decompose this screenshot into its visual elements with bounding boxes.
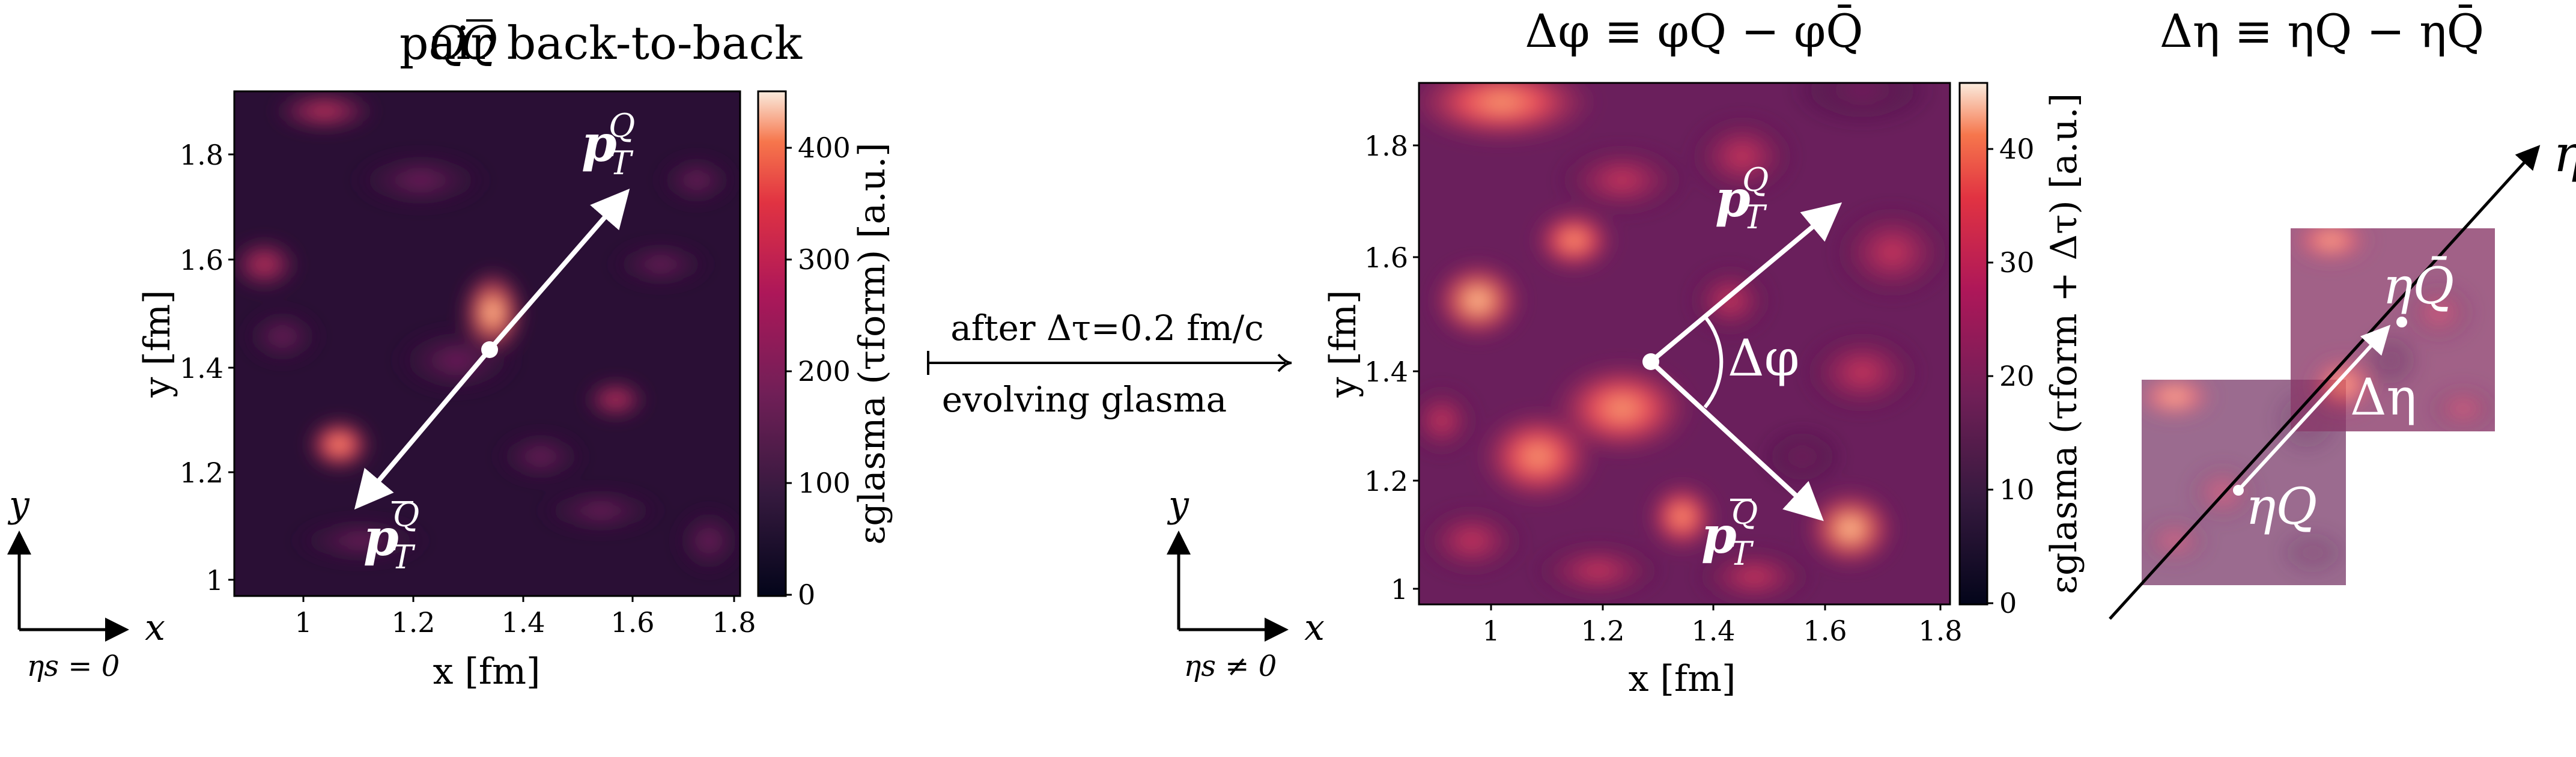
eta-label-left: ηs = 0 (27, 649, 120, 683)
colorbar-1-tick: 400 (798, 132, 851, 164)
colorbar-1-label: εglasma (τform) [a.u.] (851, 142, 893, 544)
eta-label-middle: ηs ≠ 0 (1184, 649, 1277, 683)
colorbar-1-ticks: 0 100 200 300 400 (786, 132, 851, 611)
point-lower (2233, 485, 2244, 496)
panel3-title: Δη ≡ ηQ − ηQ̄ (2160, 4, 2484, 58)
slice-upper (2291, 228, 2495, 431)
svg-text:p: p (363, 508, 399, 567)
colorbar-2-tick: 0 (1999, 587, 2017, 619)
panel2-arrow-up-label: p T Q (1715, 161, 1769, 236)
colorbar-2-tick: 10 (1999, 473, 2035, 506)
svg-text:p: p (1701, 505, 1737, 565)
svg-text:T: T (1730, 535, 1754, 573)
evolution-arrow (927, 351, 1292, 375)
axis-y-label-left: y (7, 484, 30, 526)
eta-axis (2109, 145, 2541, 620)
panel1-ytick: 1.2 (180, 457, 223, 489)
panel2-ytick: 1.2 (1364, 465, 1408, 497)
evolution-bottom-text: evolving glasma (942, 379, 1227, 420)
axis-x-label-middle: x (1304, 607, 1325, 649)
point-lower-label: ηQ (2246, 477, 2317, 536)
panel1-xticks: 1 1.2 1.4 1.6 1.8 (294, 596, 756, 639)
panel2-xtick: 1.6 (1803, 615, 1847, 647)
svg-text:Q: Q (609, 107, 635, 145)
panel2-xtick: 1.4 (1691, 615, 1735, 647)
panel2-yticks: 1 1.2 1.4 1.6 1.8 (1364, 130, 1419, 606)
panel1-xtick: 1.6 (610, 606, 654, 639)
colorbar-2-label: εglasma (τform + Δτ) [a.u.] (2043, 93, 2085, 594)
heatmap-1 (234, 91, 740, 596)
panel1-xtick: 1.2 (391, 606, 435, 639)
panel2-ytick: 1.6 (1364, 242, 1408, 274)
eta-axis-label: η (2553, 124, 2576, 183)
delta-eta-label: Δη (2350, 368, 2417, 427)
panel1-arrow-down-label: p T Q (363, 496, 419, 576)
svg-text:T: T (610, 144, 634, 182)
axes-indicator-middle: y x ηs ≠ 0 (1167, 484, 1325, 683)
heatmap-2 (1419, 83, 1950, 604)
evolution-top-text: after Δτ=0.2 fm/c (950, 308, 1264, 348)
panel1-arrow-up-label: p T Q (582, 107, 635, 182)
svg-text:p: p (1715, 169, 1751, 228)
axes-indicator-left: y x ηs = 0 (7, 484, 165, 683)
colorbar-2-tick: 40 (1999, 133, 2035, 165)
panel1-title: Q Q pair back-to-back (399, 16, 803, 70)
panel1-xtick: 1.4 (501, 606, 545, 639)
colorbar-1-tick: 0 (798, 579, 815, 611)
panel2-ytick: 1.4 (1364, 356, 1408, 388)
svg-text:p: p (582, 114, 617, 173)
panel2-xticks: 1 1.2 1.4 1.6 1.8 (1482, 604, 1963, 647)
point-upper-label: ηQ̄ (2383, 256, 2454, 315)
svg-text:Q: Q (1742, 161, 1769, 199)
colorbar-1-tick: 300 (798, 243, 851, 276)
panel1-title-text: pair back-to-back (399, 16, 803, 70)
colorbar-1-tick: 100 (798, 467, 851, 499)
delta-eta-arrow (2237, 324, 2391, 492)
panel1-xtick: 1.8 (712, 606, 756, 639)
panel1-xtick: 1 (294, 606, 312, 639)
panel1-ytick: 1 (206, 564, 223, 597)
svg-text:T: T (1743, 198, 1767, 236)
panel2-xtick: 1.8 (1918, 615, 1962, 647)
svg-text:T: T (392, 538, 416, 576)
svg-text:Q: Q (429, 16, 466, 70)
panel2-arrow-down-label: p T Q (1701, 494, 1758, 573)
axis-y-label-middle: y (1167, 484, 1189, 526)
panel2-title: Δφ ≡ φQ − φQ̄ (1525, 4, 1863, 58)
angle-label: Δφ (1728, 329, 1799, 388)
heatmap-1-frame (233, 90, 741, 597)
heatmap-2-frame (1418, 82, 1951, 606)
panel2-xtick: 1 (1482, 615, 1499, 647)
point-upper (2396, 317, 2407, 327)
panel1-yticks: 1 1.2 1.4 1.6 1.8 (180, 139, 234, 597)
panel1-ylabel: y [fm] (136, 290, 178, 398)
colorbar-2 (1958, 82, 1988, 606)
panel1-ytick: 1.6 (180, 244, 223, 276)
colorbar-1-tick: 200 (798, 355, 851, 388)
panel1-xlabel: x [fm] (433, 651, 541, 693)
panel2-ytick: 1.8 (1364, 130, 1408, 162)
colorbar-2-tick: 20 (1999, 360, 2035, 392)
svg-text:Q: Q (460, 16, 497, 70)
panel1-ytick: 1.4 (180, 352, 223, 385)
colorbar-1 (757, 90, 787, 597)
panel2-xtick: 1.2 (1581, 615, 1624, 647)
panel2-ytick: 1 (1391, 573, 1408, 606)
colorbar-2-ticks: 0 10 20 30 40 (1987, 133, 2035, 619)
panel1-ytick: 1.8 (180, 139, 223, 171)
panel2-xlabel: x [fm] (1629, 658, 1736, 700)
panel2-ylabel: y [fm] (1322, 290, 1364, 398)
axis-x-label-left: x (145, 607, 165, 649)
colorbar-2-tick: 30 (1999, 246, 2035, 279)
